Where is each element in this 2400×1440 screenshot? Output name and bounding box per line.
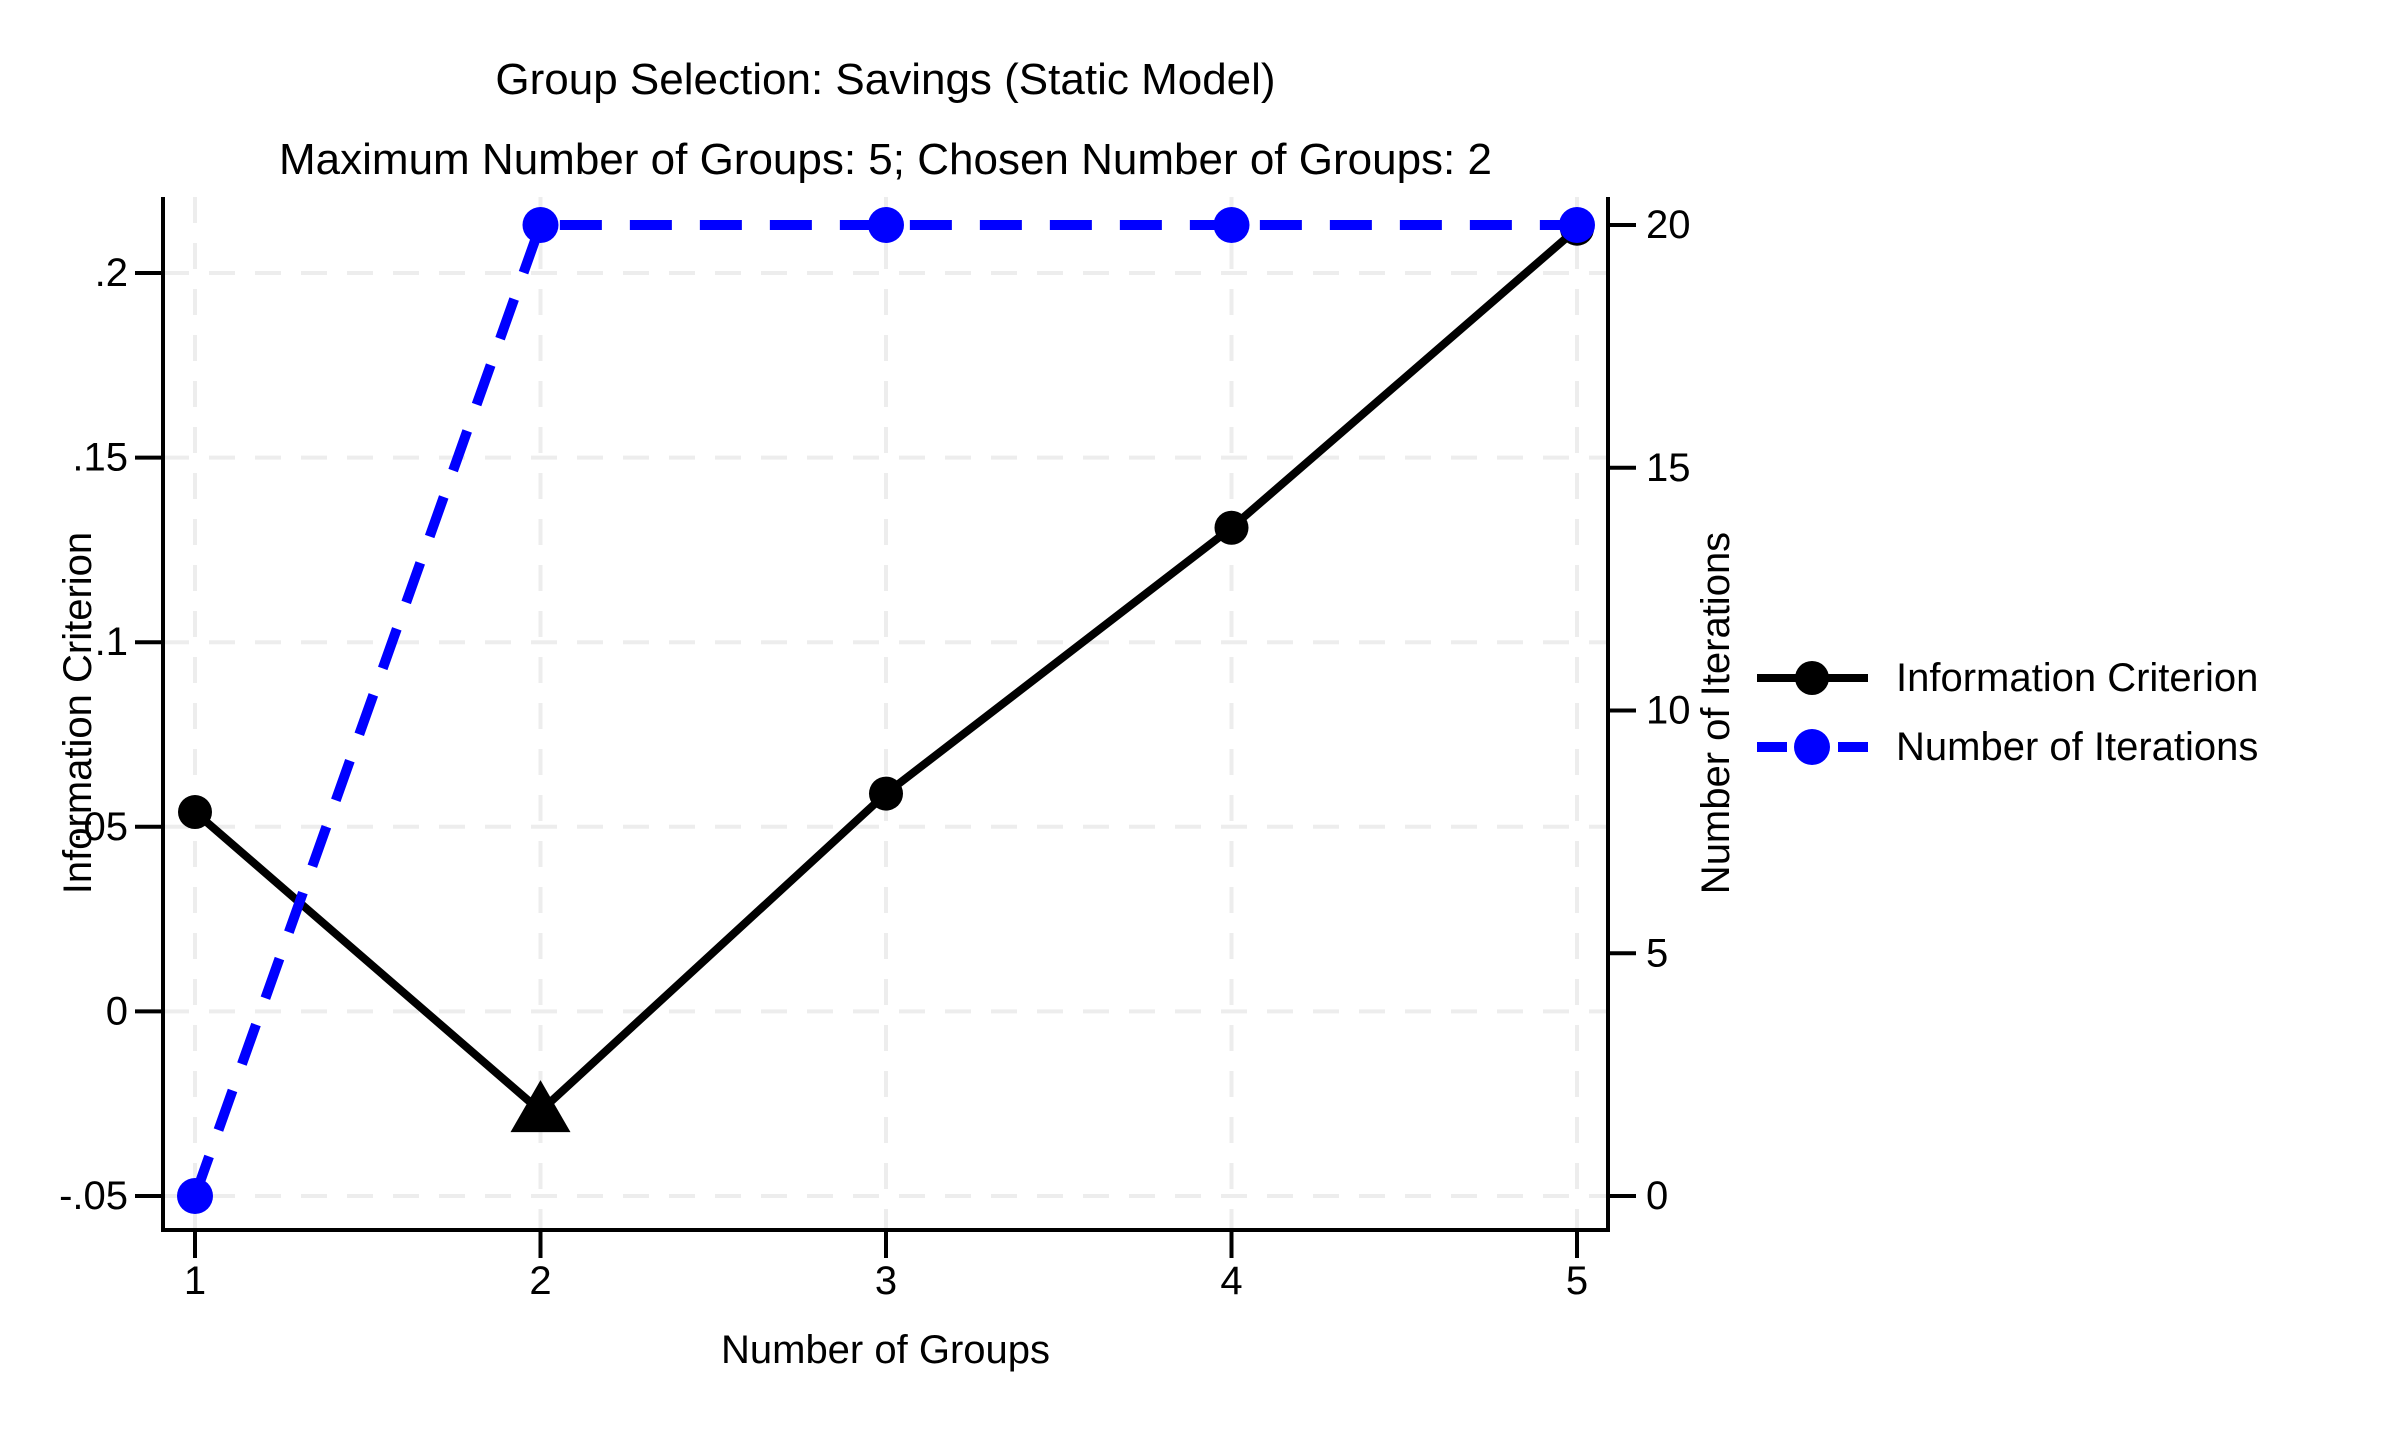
legend: Information Criterion Number of Iteratio… <box>1757 648 2258 786</box>
x-tick-label: 4 <box>1220 1259 1242 1303</box>
left-tick-label: .1 <box>95 620 128 664</box>
dashed-line-circle-marker-icon <box>1757 729 1868 765</box>
right-tick-label: 5 <box>1646 931 1668 975</box>
number-of-iterations-marker <box>1559 207 1595 243</box>
chosen-group-triangle-marker <box>510 1080 571 1133</box>
legend-entry-number-of-iterations: Number of Iterations <box>1757 717 2258 777</box>
right-y-axis-title: Number of Iterations <box>1694 531 1738 895</box>
solid-line-circle-marker-icon <box>1757 661 1868 695</box>
x-axis-title: Number of Groups <box>720 1328 1051 1372</box>
number-of-iterations-line <box>190 220 1577 1198</box>
x-tick-label: 3 <box>875 1259 897 1303</box>
legend-label: Number of Iterations <box>1896 725 2259 769</box>
left-tick-label: .15 <box>72 436 128 480</box>
number-of-iterations-marker <box>177 1178 213 1214</box>
information-criterion-marker <box>1214 510 1249 545</box>
right-tick-label: 15 <box>1646 446 1691 490</box>
number-of-iterations-marker <box>522 207 559 243</box>
number-of-iterations-marker <box>1213 207 1250 243</box>
chart-subtitle: Maximum Number of Groups: 5; Chosen Numb… <box>279 135 1492 184</box>
information-criterion-marker <box>869 776 903 811</box>
information-criterion-marker <box>178 795 212 830</box>
left-y-axis-title: Information Criterion <box>56 531 100 895</box>
x-tick-label: 5 <box>1566 1259 1588 1303</box>
right-tick-label: 0 <box>1646 1174 1668 1218</box>
left-tick-label: .05 <box>72 805 128 849</box>
chart-title: Group Selection: Savings (Static Model) <box>495 55 1276 104</box>
legend-label: Information Criterion <box>1896 656 2259 700</box>
left-tick-label: .2 <box>95 251 128 295</box>
right-tick-label: 10 <box>1646 689 1691 733</box>
x-tick-label: 2 <box>529 1259 551 1303</box>
x-tick-label: 1 <box>184 1259 206 1303</box>
left-tick-label: -.05 <box>59 1174 128 1218</box>
right-tick-label: 20 <box>1646 203 1691 247</box>
left-tick-label: 0 <box>106 989 128 1033</box>
number-of-iterations-marker <box>868 207 904 243</box>
legend-entry-information-criterion: Information Criterion <box>1757 648 2258 708</box>
